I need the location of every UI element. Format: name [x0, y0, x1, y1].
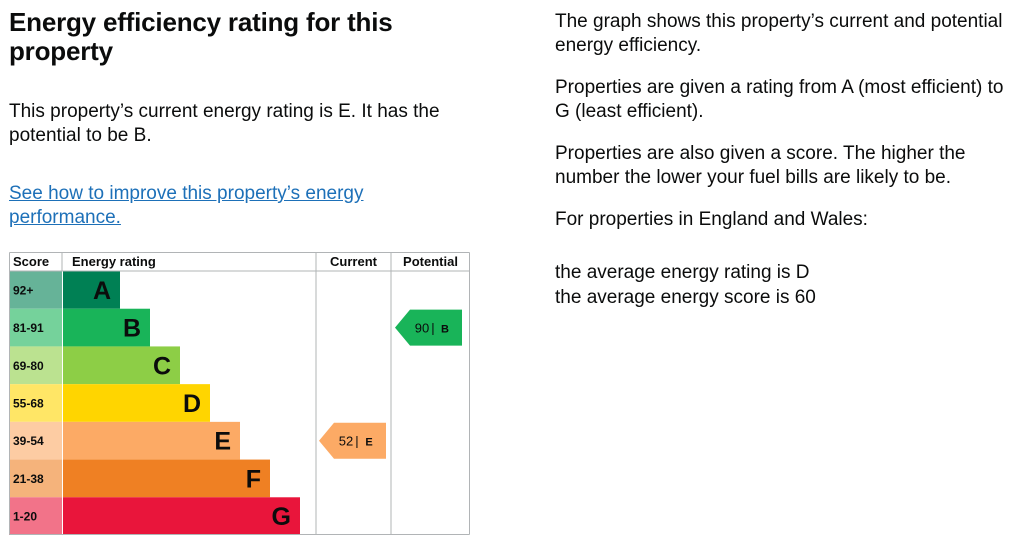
score-cell-d [9, 384, 62, 422]
header-score: Score [13, 254, 49, 269]
page-title: Energy efficiency rating for this proper… [9, 7, 393, 66]
potential-rating-score: 90 [415, 321, 429, 336]
score-label-a: 92+ [13, 283, 33, 297]
region-note: For properties in England and Wales: [555, 209, 868, 230]
band-letter-g: G [272, 503, 291, 531]
score-explanation: Properties are also given a score. The h… [555, 143, 966, 188]
band-bar-g [63, 497, 300, 535]
score-label-e: 39-54 [13, 434, 44, 448]
score-label-f: 21-38 [13, 472, 44, 486]
score-label-g: 1-20 [13, 510, 37, 524]
score-cell-a [9, 271, 62, 309]
header-energy-rating: Energy rating [72, 254, 156, 269]
score-label-c: 69-80 [13, 359, 44, 373]
band-letter-b: B [123, 315, 141, 343]
potential-rating-separator: | [431, 321, 434, 336]
header-current: Current [330, 254, 378, 269]
band-letter-f: F [246, 465, 261, 493]
potential-rating-letter: B [441, 324, 449, 336]
band-bar-e [63, 421, 240, 460]
potential-rating-arrow [395, 309, 462, 346]
rating-summary: This property’s current energy rating is… [9, 101, 440, 146]
average-rating: the average energy rating is D [555, 262, 810, 283]
score-cell-f [9, 459, 62, 498]
band-bar-d [63, 384, 210, 422]
improve-performance-link[interactable]: See how to improve this property’s energ… [9, 183, 364, 228]
left-column: Energy efficiency rating for this proper… [9, 8, 479, 230]
score-cell-b [9, 308, 62, 347]
band-letter-c: C [153, 352, 171, 380]
score-cell-e [9, 421, 62, 460]
band-letter-e: E [214, 428, 231, 456]
band-bar-b [63, 308, 150, 347]
score-label-d: 55-68 [13, 397, 44, 411]
current-rating-separator: | [355, 434, 358, 449]
band-letter-d: D [183, 390, 201, 418]
band-letter-a: A [93, 277, 111, 305]
score-cell-g [9, 497, 62, 535]
right-column: The graph shows this property’s current … [555, 8, 1020, 310]
band-bar-f [63, 459, 270, 498]
band-bar-c [63, 346, 180, 385]
rating-explanation: Properties are given a rating from A (mo… [555, 77, 1004, 122]
score-label-b: 81-91 [13, 321, 44, 335]
epc-graph-svg: Score Energy rating Current Potential 92+ A 81… [9, 252, 470, 535]
epc-graph: Score Energy rating Current Potential 92+ A 81… [9, 252, 470, 535]
header-potential: Potential [403, 254, 458, 269]
current-rating-score: 52 [339, 434, 353, 449]
graph-explanation: The graph shows this property’s current … [555, 11, 1003, 56]
average-score: the average energy score is 60 [555, 287, 816, 308]
band-bar-a [63, 271, 120, 309]
average-figures: the average energy rating is D the avera… [555, 260, 1020, 310]
score-cell-c [9, 346, 62, 385]
current-rating-arrow [319, 422, 386, 459]
current-rating-letter: E [365, 437, 372, 449]
